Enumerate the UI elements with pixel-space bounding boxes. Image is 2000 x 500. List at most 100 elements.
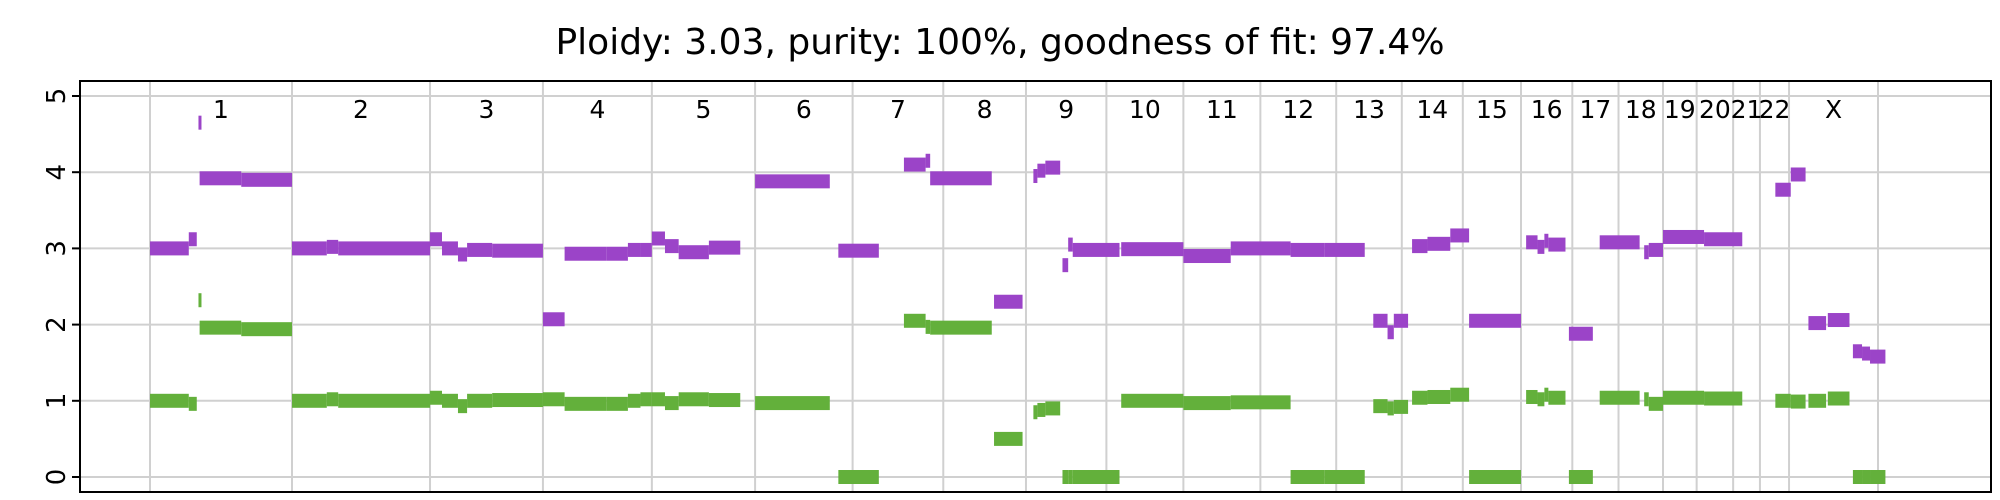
total-copy-segment	[640, 242, 652, 257]
total-copy-segment	[199, 171, 242, 186]
minor-copy-segment	[1827, 391, 1850, 406]
minor-copy-segment	[1548, 390, 1566, 405]
minor-copy-segment	[188, 396, 197, 411]
total-copy-segment	[1450, 228, 1470, 243]
chromosome-label: 21	[1731, 95, 1763, 124]
minor-copy-segment	[1062, 470, 1069, 484]
total-copy-segment	[1037, 163, 1046, 178]
chromosome-label: 1	[213, 95, 229, 124]
minor-copy-segment	[651, 392, 665, 407]
total-copy-segment	[606, 246, 628, 261]
minor-copy-segment	[708, 393, 741, 408]
total-copy-segment	[1537, 239, 1545, 254]
total-copy-segment	[1412, 239, 1428, 254]
minor-copy-segment	[430, 390, 442, 405]
total-copy-segment	[198, 115, 202, 130]
total-copy-segment	[241, 172, 293, 187]
total-copy-segment	[1662, 229, 1705, 244]
minor-copy-segment	[457, 399, 468, 414]
minor-copy-segment	[1704, 391, 1743, 406]
minor-copy-segment	[1599, 390, 1640, 405]
total-copy-segment	[651, 231, 665, 246]
minor-copy-segment	[198, 293, 202, 308]
total-copy-segment	[430, 232, 442, 247]
total-copy-segment	[1387, 325, 1394, 340]
minor-copy-segment	[1072, 470, 1120, 484]
minor-copy-segment	[338, 393, 431, 408]
total-copy-segment	[678, 245, 709, 260]
minor-copy-segment	[903, 313, 926, 328]
minor-copy-segment	[1324, 470, 1365, 484]
total-copy-segment	[457, 247, 468, 262]
total-copy-segment	[1324, 242, 1365, 257]
total-copy-segment	[994, 294, 1023, 309]
total-copy-segment	[1121, 242, 1184, 257]
minor-copy-segment	[1644, 392, 1649, 407]
grid-lines	[80, 81, 1991, 492]
total-copy-segment	[930, 171, 992, 186]
total-copy-segment	[441, 241, 458, 256]
chromosome-label: 2	[353, 95, 369, 124]
chromosome-label: 6	[796, 95, 812, 124]
total-copy-segment	[1068, 237, 1073, 252]
total-copy-segment	[542, 312, 565, 327]
chromosome-label: 11	[1206, 95, 1238, 124]
minor-copy-segment	[564, 396, 607, 411]
y-tick-label: 4	[42, 164, 72, 181]
total-copy-segment	[1393, 313, 1409, 328]
total-copy-segment	[1526, 235, 1538, 250]
minor-copy-segment	[838, 470, 879, 484]
minor-copy-segment	[1183, 396, 1231, 411]
minor-copy-segment	[1662, 390, 1705, 405]
minor-copy-segment	[542, 392, 565, 407]
total-copy-segment	[188, 232, 197, 247]
minor-copy-segment	[1790, 394, 1806, 409]
minor-copy-segment	[492, 393, 543, 408]
y-tick-label: 2	[42, 316, 72, 333]
total-copy-segment	[150, 241, 189, 256]
total-copy-segment	[338, 241, 431, 256]
total-copy-segment	[1290, 242, 1325, 257]
minor-copy-segment	[1412, 390, 1428, 405]
total-copy-segment	[838, 243, 879, 258]
total-copy-segment	[1544, 233, 1549, 248]
minor-copy-segment	[640, 392, 652, 407]
y-tick-label: 0	[42, 469, 72, 486]
total-copy-segment	[1775, 182, 1791, 197]
total-copy-segment	[1045, 160, 1061, 175]
total-copy-segment	[1790, 167, 1806, 182]
y-axis-ticks: 0 1 2 3 4 5	[42, 88, 80, 486]
minor-copy-segment	[1808, 393, 1827, 408]
y-tick-label: 3	[42, 240, 72, 257]
minor-copy-segment	[1852, 470, 1863, 484]
minor-copy-segment	[1373, 399, 1388, 414]
minor-copy-segment	[1544, 387, 1549, 402]
minor-copy-segment	[1427, 389, 1451, 404]
minor-copy-segment	[1469, 470, 1521, 484]
chromosome-label: 18	[1625, 95, 1657, 124]
minor-copy-segment	[1037, 402, 1046, 417]
total-copy-segment	[925, 153, 931, 168]
minor-copy-segment	[627, 393, 641, 408]
chromosome-label: 15	[1476, 95, 1508, 124]
minor-copy-segment	[1045, 401, 1061, 416]
minor-copy-segment	[467, 393, 493, 408]
total-copy-segment	[1870, 349, 1886, 364]
total-copy-segment	[1568, 326, 1593, 341]
chromosome-label: X	[1825, 95, 1842, 124]
minor-copy-segment	[326, 392, 339, 407]
minor-copy-segment	[1526, 389, 1538, 404]
plot-frame	[79, 80, 1992, 493]
minor-copy-segment	[606, 396, 628, 411]
chart-title: Ploidy: 3.03, purity: 100%, goodness of …	[555, 22, 1444, 63]
chromosome-label: 12	[1282, 95, 1314, 124]
total-copy-segment	[627, 242, 641, 257]
total-copy-segment	[1704, 232, 1743, 247]
total-copy-segment	[1852, 344, 1863, 359]
minor-copy-segment	[1775, 393, 1791, 408]
minor-copy-segment	[664, 396, 679, 411]
chromosome-label: 22	[1759, 95, 1791, 124]
chromosome-label: 5	[696, 95, 712, 124]
minor-copy-segment	[1121, 393, 1184, 408]
